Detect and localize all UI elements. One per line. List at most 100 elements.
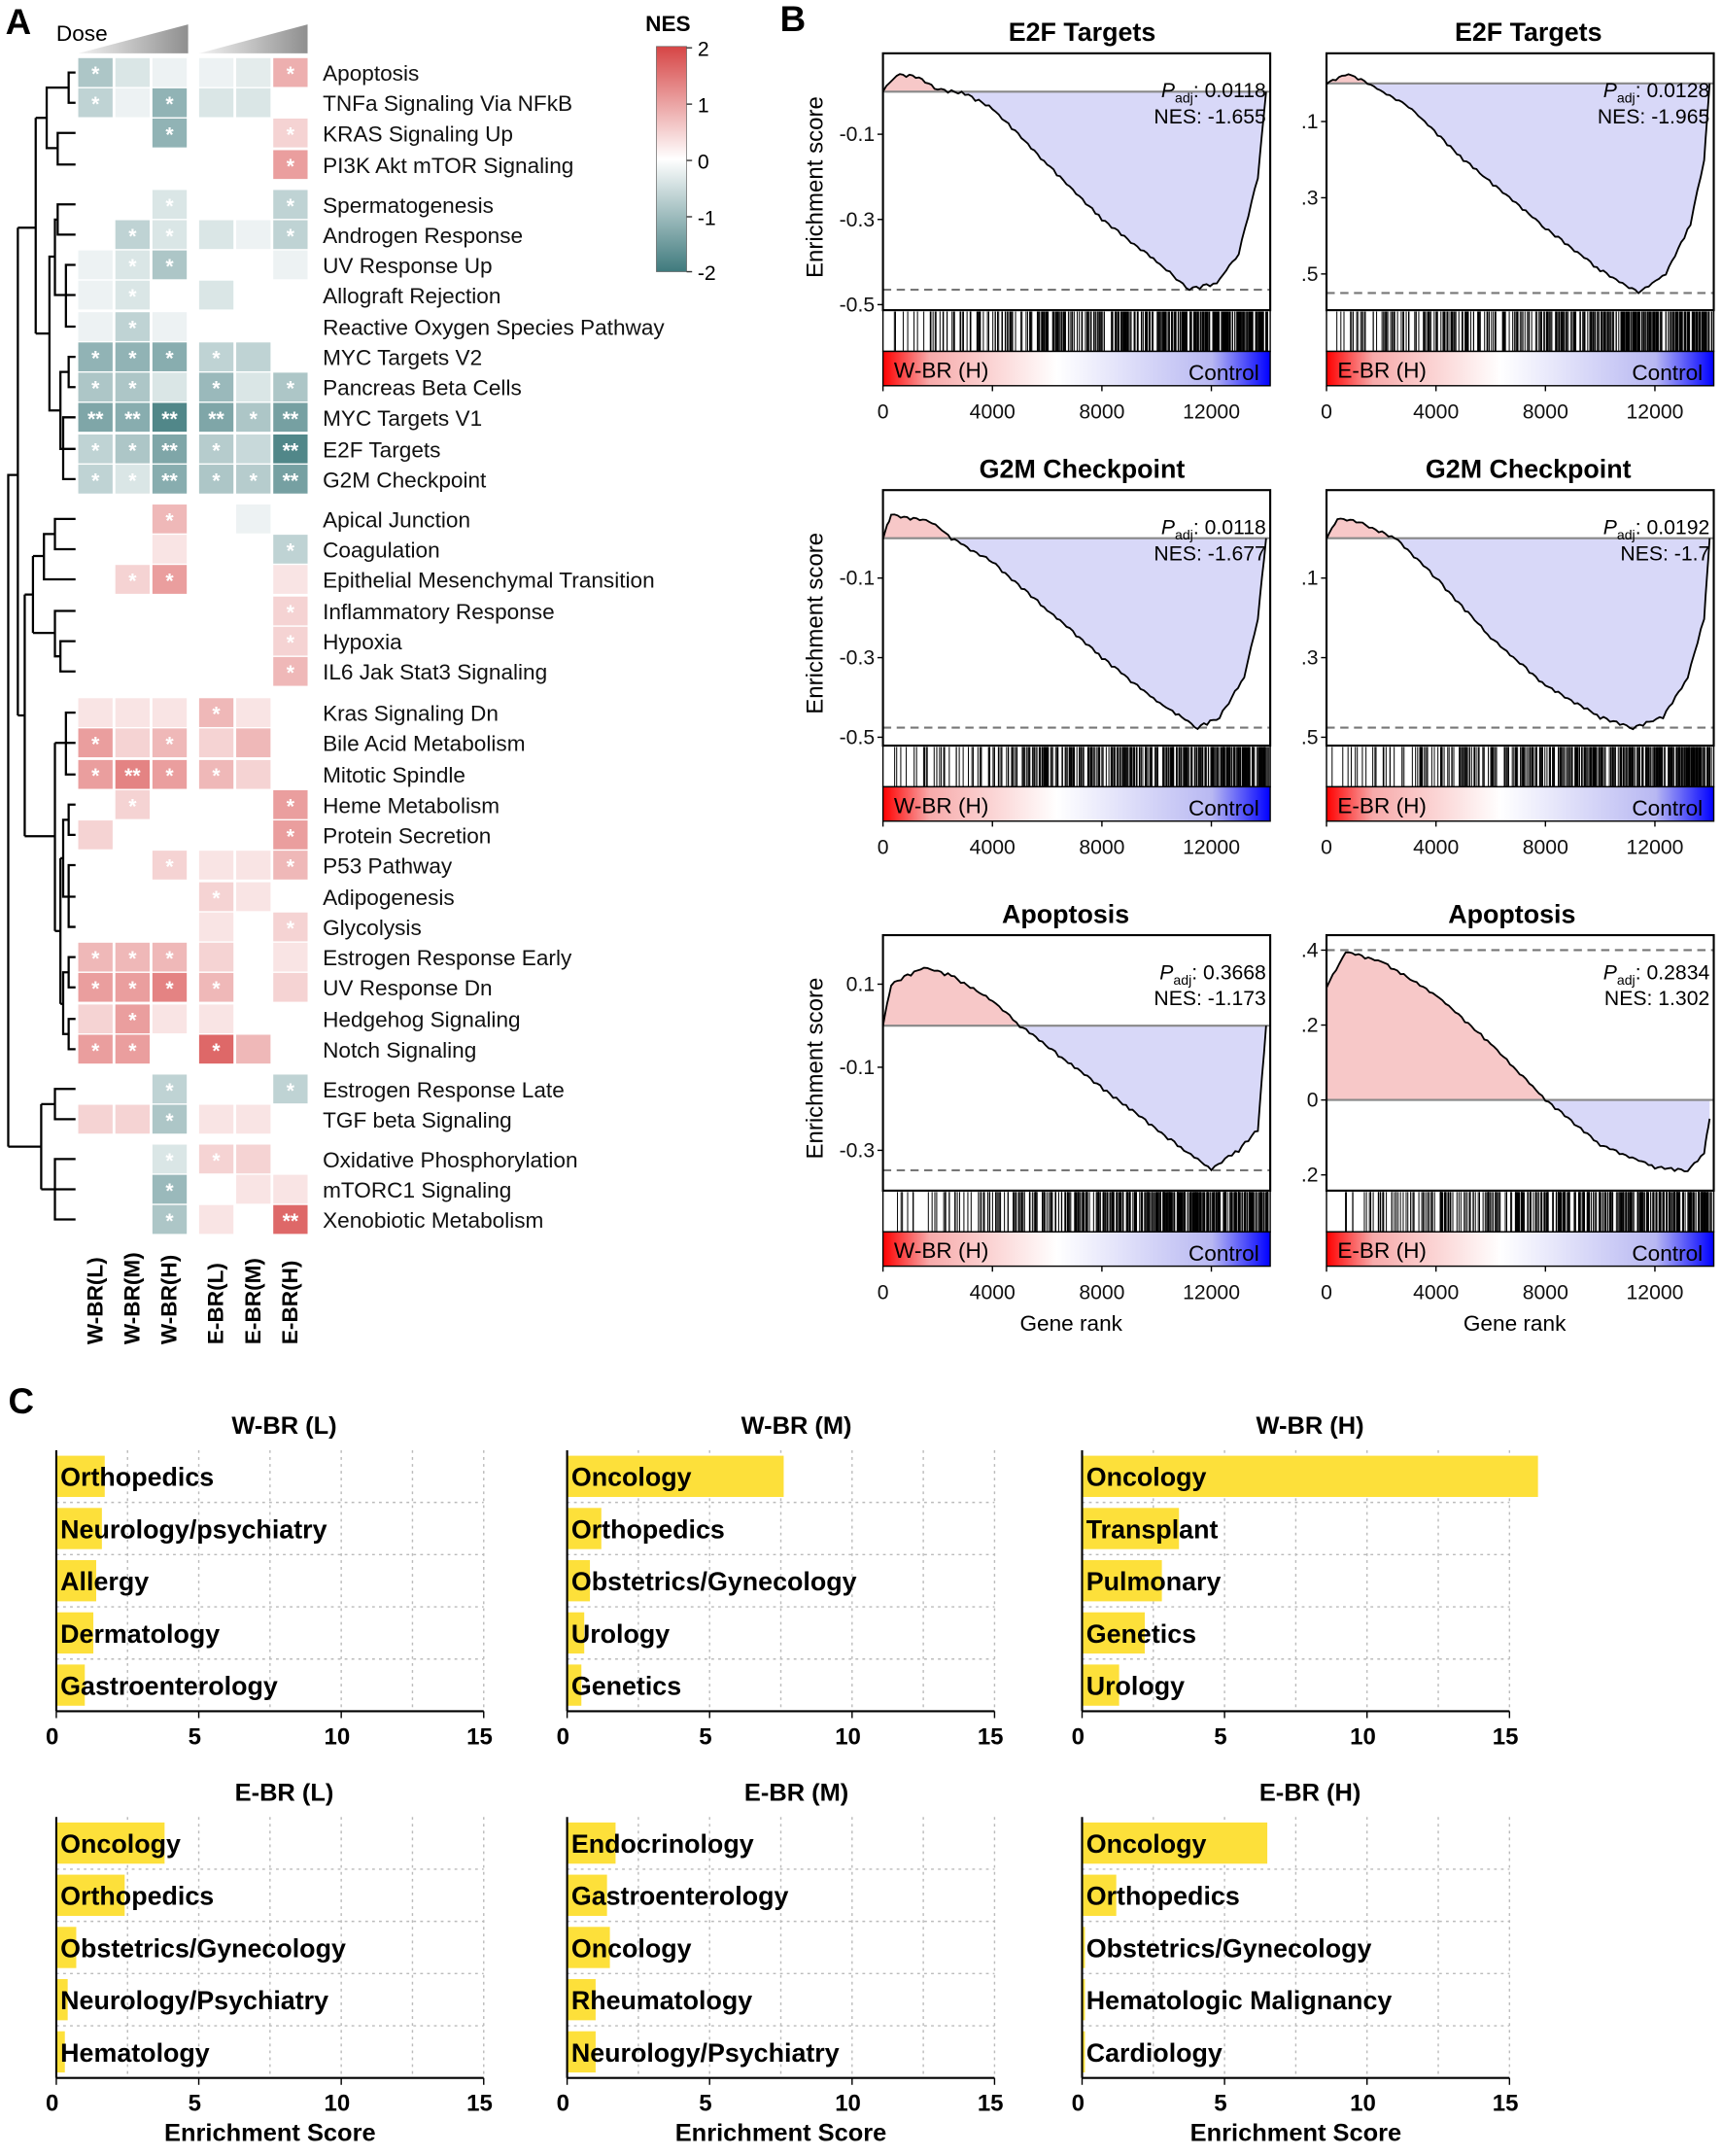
pathway-label: Heme Metabolism [323, 793, 499, 817]
heatmap-cell [273, 402, 308, 433]
heatmap-cell [236, 1104, 271, 1134]
bar-label: Dermatology [60, 1619, 220, 1649]
group-label: W-BR (H) [894, 358, 988, 382]
bar-chart: E-BR (M) Endocrinology Gastroenterology Onc… [557, 1779, 1004, 2146]
significance-mark: * [287, 539, 295, 562]
heatmap-row: * * Heme Metabolism [115, 789, 499, 819]
padj-value: : 0.0118 [1193, 516, 1266, 539]
nes-annotation: NES: -1.655 [1154, 106, 1265, 128]
heatmap-cell [78, 280, 113, 310]
significance-mark: * [91, 378, 100, 400]
pathway-label: Protein Secretion [323, 823, 491, 848]
x-tick-label: 12000 [1183, 401, 1240, 424]
significance-mark: * [165, 855, 174, 878]
heatmap-cell [78, 372, 113, 402]
significance-mark: * [91, 948, 100, 970]
bar-label: Urology [571, 1619, 670, 1649]
rank-gradient-bar [881, 785, 1271, 822]
pathway-label: E2F Targets [323, 437, 440, 462]
bar-label: Hematologic Malignancy [1086, 1986, 1393, 2015]
significance-mark: * [165, 93, 174, 116]
legend-tick-label: 2 [698, 39, 709, 61]
heatmap-cell [273, 220, 308, 250]
y-tick-label: -0.1 [840, 123, 876, 146]
bar-label: Oncology [60, 1829, 181, 1859]
x-tick-label: 0 [878, 1282, 889, 1304]
bar-label: Rheumatology [571, 1986, 752, 2015]
significance-mark: ** [124, 765, 141, 787]
x-tick-label: 5 [699, 2091, 711, 2117]
bar-chart: W-BR (L) Orthopedics Neurology/psychiatry A… [46, 1412, 493, 1750]
x-tick-label: 8000 [1079, 837, 1124, 859]
pathway-label: TGF beta Signaling [323, 1108, 512, 1132]
bar-label: Gastroenterology [60, 1671, 278, 1700]
bar [567, 1612, 585, 1654]
heatmap-cell [198, 1004, 234, 1034]
heatmap-cell [115, 402, 151, 433]
heatmap-cell [273, 656, 308, 686]
heatmap-cell [152, 118, 188, 148]
significance-mark: * [91, 93, 100, 116]
x-tick-label: 4000 [1413, 837, 1459, 859]
significance-mark: * [212, 978, 221, 1000]
padj-sub: adj [1617, 527, 1636, 542]
rank-gradient-bar [881, 350, 1271, 387]
rank-gradient-bar [1326, 785, 1715, 822]
heatmap-cell [273, 57, 308, 87]
heatmap-row: * * * Androgen Response [115, 220, 523, 250]
significance-mark: * [212, 348, 221, 370]
y-tick-label: .5 [1301, 263, 1319, 286]
heatmap-cell [273, 596, 308, 626]
heatmap-cell [115, 728, 151, 758]
padj-annotation: Padj: 0.2834 [1603, 961, 1710, 988]
heatmap-cell [236, 1174, 271, 1204]
bar [55, 2031, 65, 2073]
y-tick-label: -0.3 [840, 647, 876, 670]
rank-gradient-bar [881, 1231, 1271, 1268]
bar-label: Orthopedics [60, 1882, 214, 1911]
heatmap-cell [198, 57, 234, 87]
pathway-label: Xenobiotic Metabolism [323, 1208, 543, 1233]
heatmap-row: * * * * MYC Targets V2 [78, 342, 482, 371]
bar-label: Genetics [571, 1671, 681, 1700]
heatmap-cell [115, 942, 151, 972]
significance-mark: * [212, 439, 221, 462]
heatmap-cell [198, 342, 234, 371]
significance-mark: * [212, 378, 221, 400]
nes-annotation: NES: 1.302 [1604, 988, 1709, 1010]
bar-chart: E-BR (L) Oncology Orthopedics Obstetrics/Gy… [46, 1779, 493, 2146]
significance-mark: * [287, 662, 295, 684]
pathway-label: Reactive Oxygen Species Pathway [323, 316, 665, 340]
heatmap-row: * Apical Junction [152, 504, 470, 534]
significance-mark: * [128, 318, 137, 340]
significance-mark: * [287, 123, 295, 146]
bar [567, 1822, 616, 1864]
heatmap-cell [273, 150, 308, 180]
gsea-title: E2F Targets [1455, 17, 1602, 47]
padj-sub: adj [1175, 90, 1193, 106]
heatmap-cell [78, 57, 113, 87]
significance-mark: * [128, 286, 137, 308]
column-label: W-BR(H) [157, 1255, 182, 1344]
bar-label: Obstetrics/Gynecology [60, 1933, 346, 1963]
significance-mark: * [165, 256, 174, 278]
padj-p: P [1159, 961, 1173, 984]
nes-legend-title: NES [645, 12, 690, 36]
heatmap-cell [198, 465, 234, 494]
x-tick-label: 12000 [1627, 401, 1684, 424]
significance-mark: * [165, 1150, 174, 1172]
heatmap-cell [273, 250, 308, 280]
significance-mark: * [287, 378, 295, 400]
x-tick-label: 15 [978, 2091, 1004, 2117]
heatmap-cell [198, 851, 234, 880]
padj-sub: adj [1175, 527, 1193, 542]
x-tick-label: 10 [835, 1723, 861, 1750]
heatmap-cell [152, 372, 188, 402]
es-negative-area [1326, 83, 1710, 294]
bar [567, 2031, 596, 2073]
significance-mark: * [91, 469, 100, 492]
bar-label: Genetics [1086, 1619, 1196, 1649]
group-label: E-BR (H) [1337, 1238, 1427, 1263]
heatmap-cell [78, 942, 113, 972]
heatmap-cell [115, 57, 151, 87]
